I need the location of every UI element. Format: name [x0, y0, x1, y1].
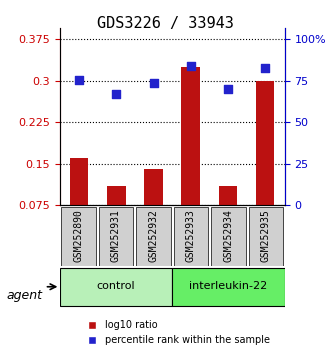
Text: interleukin-22: interleukin-22	[189, 281, 267, 291]
FancyBboxPatch shape	[99, 206, 133, 266]
Bar	[144, 169, 163, 205]
FancyBboxPatch shape	[60, 268, 172, 306]
Text: GSM252931: GSM252931	[111, 209, 121, 262]
Point	[225, 86, 231, 92]
FancyBboxPatch shape	[61, 206, 96, 266]
Legend: log10 ratio, percentile rank within the sample: log10 ratio, percentile rank within the …	[84, 316, 274, 349]
Text: agent: agent	[7, 289, 43, 302]
Point	[151, 80, 156, 85]
Text: GSM252890: GSM252890	[73, 209, 83, 262]
FancyBboxPatch shape	[249, 206, 283, 266]
Text: GSM252932: GSM252932	[148, 209, 158, 262]
Text: GDS3226 / 33943: GDS3226 / 33943	[97, 16, 234, 31]
FancyBboxPatch shape	[174, 206, 208, 266]
Text: control: control	[97, 281, 135, 291]
FancyBboxPatch shape	[172, 268, 285, 306]
Text: GSM252935: GSM252935	[261, 209, 271, 262]
Bar	[256, 81, 274, 205]
Bar	[181, 67, 200, 205]
Bar	[218, 186, 237, 205]
Point	[188, 63, 193, 69]
Bar	[70, 158, 88, 205]
Point	[262, 65, 268, 70]
Text: GSM252933: GSM252933	[186, 209, 196, 262]
Bar	[107, 186, 126, 205]
Point	[76, 77, 82, 83]
FancyBboxPatch shape	[211, 206, 246, 266]
FancyBboxPatch shape	[136, 206, 170, 266]
Point	[114, 91, 119, 97]
Text: GSM252934: GSM252934	[223, 209, 233, 262]
